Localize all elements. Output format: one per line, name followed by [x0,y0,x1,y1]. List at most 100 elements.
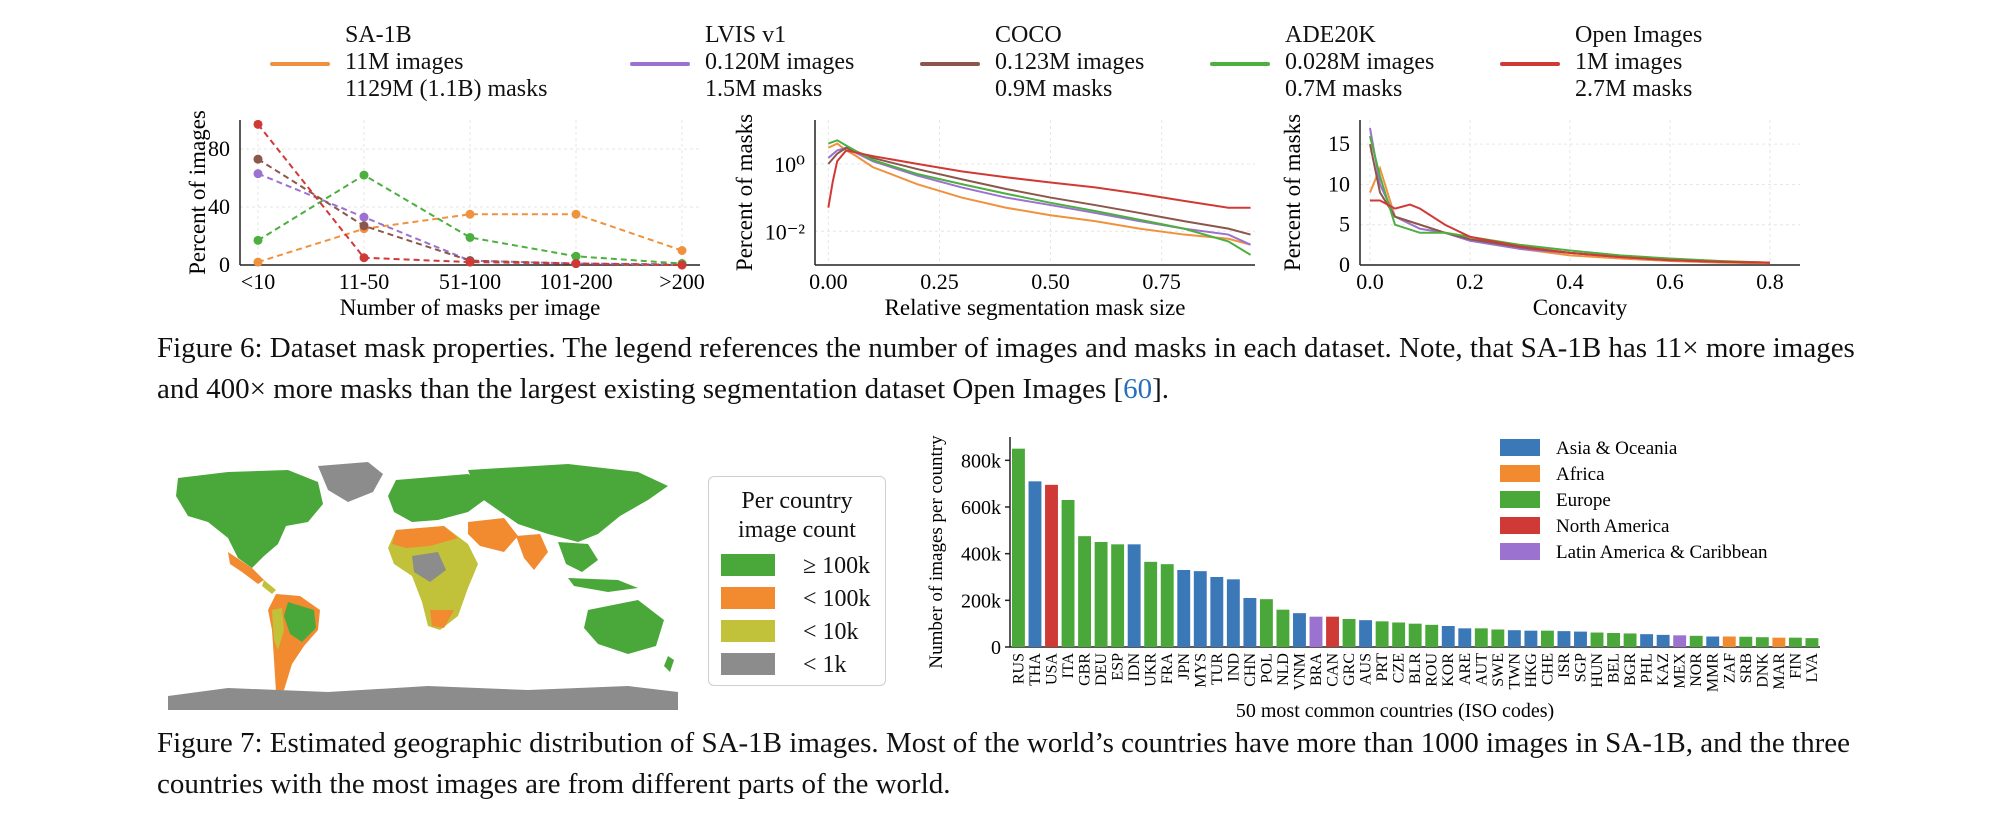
y-tick-label: 10⁰ [774,152,805,177]
legend-series-name: LVIS v1 [705,22,787,48]
map-legend-title-line: Per country [741,488,853,514]
bar [1078,536,1092,647]
x-tick-label: MYS [1192,653,1209,688]
map-region-brazil [284,602,316,642]
series-line [827,146,1251,236]
data-point [253,257,263,267]
bar [1640,634,1654,647]
x-tick-label: BGR [1622,653,1639,686]
legend-series-name: Open Images [1575,22,1703,48]
legend-line-swatch [1500,62,1560,66]
x-tick-label: 0.0 [1356,269,1384,294]
y-tick-label: 15 [1328,131,1350,156]
bar [1673,635,1687,647]
map-region-south-africa [430,610,454,628]
map-region-mexico [228,552,264,584]
bar [1722,636,1736,647]
country-bar-chart: 0 200k 400k 600k 800k RUS THA USA ITA GBR DEU ESP ID… [926,435,1821,722]
map-region-south-asia [516,534,548,570]
y-axis-label: Percent of images [185,110,210,275]
chart-masks-per-image: 0 40 80 <10 11-50 51-100 101-200 >200 Number of … [185,110,705,320]
x-tick-label: MEX [1672,653,1689,689]
series-line [827,149,1251,209]
x-axis-label: Concavity [1533,295,1628,320]
x-tick-label: VNM [1291,653,1308,690]
y-tick-label: 5 [1339,212,1350,237]
x-tick-label: >200 [659,269,704,294]
x-tick-label: MAR [1771,653,1788,690]
x-tick-label: BRA [1308,653,1325,686]
x-tick-label: UKR [1143,653,1160,687]
map-region-antarctica [168,686,678,710]
x-tick-label: USA [1044,653,1061,685]
data-point [571,259,581,269]
legend-detail: 1M images [1575,49,1683,75]
data-point [677,246,687,255]
y-tick-label: 0 [219,252,230,277]
legend-line-swatch [920,62,980,66]
data-point [571,209,581,219]
x-tick-label: NLD [1275,653,1292,686]
x-tick-label: TUR [1209,653,1226,685]
series-line [257,158,683,266]
x-tick-label: CAN [1325,653,1342,687]
legend-label: Latin America & Caribbean [1556,542,1768,563]
bar [1326,616,1339,647]
bar [1342,619,1356,647]
x-tick-label: 101-200 [539,269,612,294]
x-tick-label: POL [1258,653,1275,683]
legend-text: ADE20K 0.028M images 0.7M masks [1285,22,1434,103]
x-tick-label: CHN [1242,653,1259,687]
figure7-caption: Figure 7: Estimated geographic distribut… [157,727,1850,800]
bar [1276,609,1290,647]
x-axis-label: Number of masks per image [340,295,601,320]
legend-text: SA-1B 11M images 1129M (1.1B) masks [345,22,547,103]
x-tick-label: RUS [1010,653,1027,684]
x-tick-label: IDN [1126,653,1143,682]
x-tick-label: KAZ [1655,653,1672,686]
x-tick-label: KOR [1440,653,1457,687]
bar [1193,571,1207,647]
bar [1788,637,1802,647]
y-tick-label: 0 [991,637,1001,659]
bar [1805,638,1819,647]
bar [1524,630,1538,647]
figure6-caption-text: Figure 6: Dataset mask properties. The l… [157,332,1855,405]
bar [1210,577,1224,647]
series-line [1369,143,1771,264]
x-tick-label: CZE [1391,653,1408,683]
legend-text: COCO 0.123M images 0.9M masks [995,22,1144,103]
x-tick-label: THA [1027,653,1044,686]
bar [1441,626,1455,647]
x-tick-label: GBR [1077,653,1094,686]
x-tick-label: ITA [1060,653,1077,679]
bar [1574,631,1587,647]
bar [1045,484,1058,647]
x-tick-label: LVA [1804,653,1821,683]
x-tick-label: DEU [1093,653,1110,686]
bar [1590,632,1604,647]
bar [1540,630,1554,647]
series-line [257,172,683,266]
bar [1226,579,1240,647]
x-tick-label: MMR [1705,653,1722,692]
map-region-central-africa [412,552,446,582]
bar [1689,635,1703,647]
bar [1375,621,1389,647]
figure6-legend: SA-1B 11M images 1129M (1.1B) masks LVIS v1… [0,0,2000,115]
legend-swatch [1500,517,1540,534]
y-tick-label: 800k [961,450,1001,472]
y-tick-label: 200k [961,590,1001,612]
y-tick-label: 10 [1328,171,1350,196]
bar [1557,631,1571,647]
map-legend-label: < 10k [803,619,859,645]
bar [1177,570,1191,647]
map-region-australia [584,600,664,654]
legend-line-swatch [270,62,330,66]
map-legend-title: Per country image count [709,487,885,545]
data-point [571,251,581,261]
y-axis-label: Percent of masks [732,114,757,271]
figure6-citation-link[interactable]: 60 [1123,373,1153,405]
legend-detail: 2.7M masks [1575,76,1693,102]
